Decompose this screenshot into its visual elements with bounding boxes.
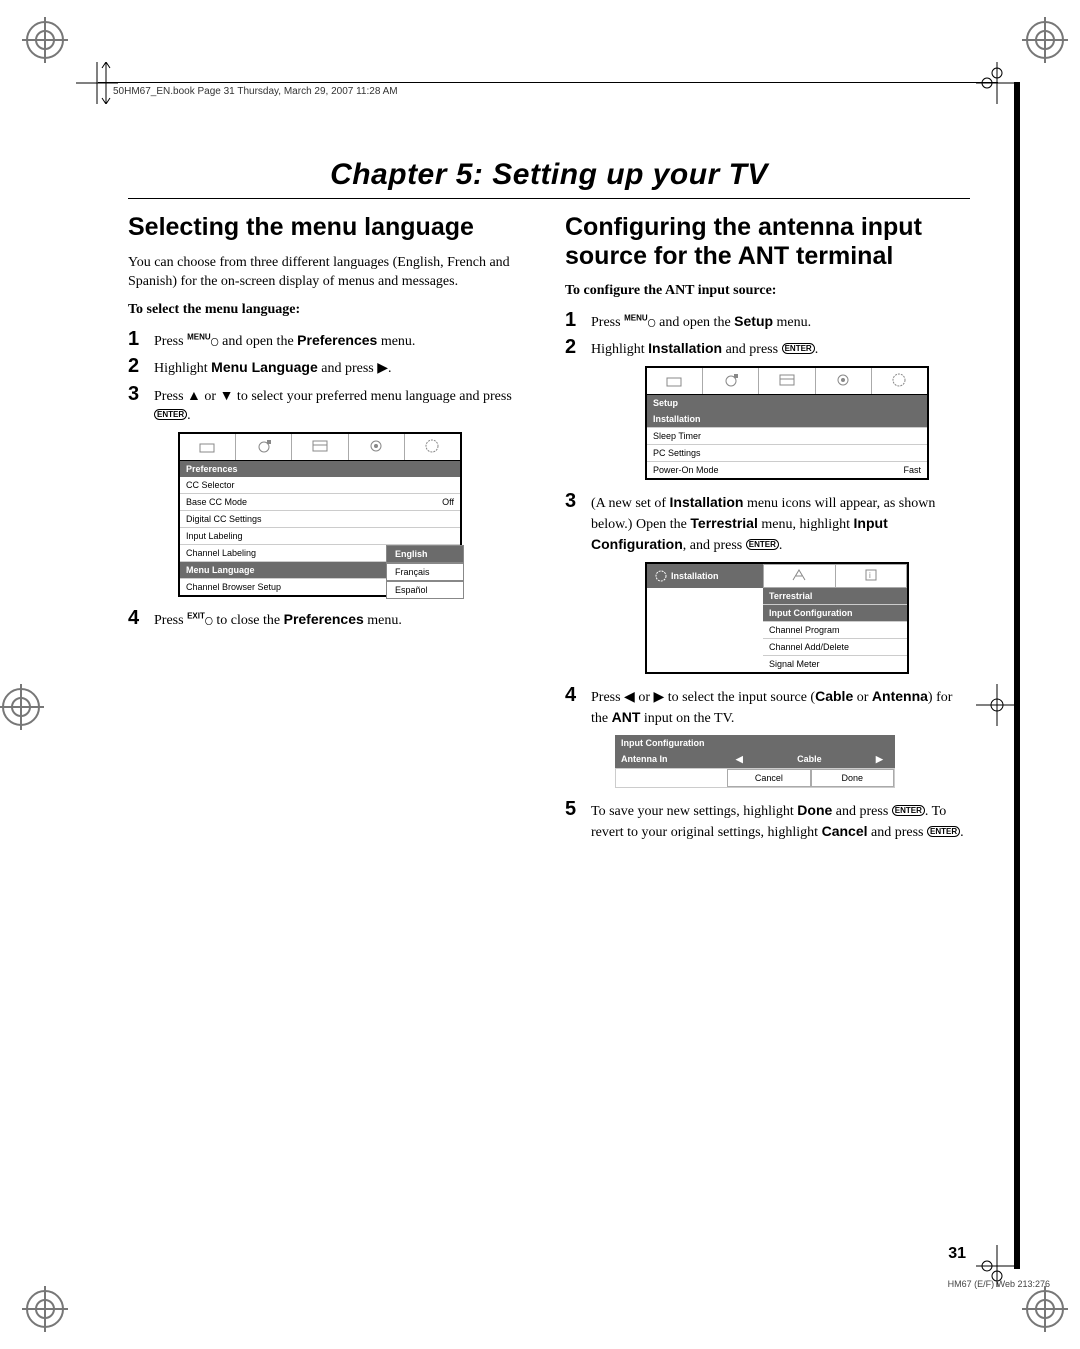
side-bar-right (1014, 82, 1020, 1269)
done-button: Done (811, 769, 894, 787)
osd-installation: Installation i TerrestrialInput Configur… (645, 562, 909, 674)
info-icon: i (863, 568, 879, 582)
osd-tabs (180, 434, 460, 461)
left-step-1: 1 Press MENU〇 and open the Preferences m… (128, 328, 533, 352)
osd-row: Sleep Timer (647, 428, 927, 445)
osd-row: Terrestrial (763, 588, 907, 605)
right-step-1: 1 Press MENU〇 and open the Setup menu. (565, 309, 970, 333)
osd-flyout-item: English (386, 545, 464, 563)
osd-tab-4 (349, 434, 405, 460)
registration-mark-ml (0, 684, 44, 730)
osd-tab-1 (180, 434, 236, 460)
footer-code: HM67 (E/F) Web 213:276 (948, 1279, 1050, 1289)
registration-mark-bl (22, 1286, 68, 1332)
registration-mark-tr (1022, 17, 1068, 63)
right-column: Configuring the antenna input source for… (565, 213, 970, 847)
osd-tab-5 (405, 434, 460, 460)
right-step-2: 2 Highlight Installation and press ENTER… (565, 336, 970, 360)
osd-row: Input Labeling (180, 528, 460, 545)
menu-key-label: MENU (187, 332, 211, 341)
registration-mark-tl (22, 17, 68, 63)
chapter-title: Chapter 5: Setting up your TV (128, 158, 970, 199)
osd-tab-2 (236, 434, 292, 460)
osd-tab-3 (292, 434, 348, 460)
osd-row: Channel Program (763, 622, 907, 639)
osd-row: Channel Add/Delete (763, 639, 907, 656)
osd-row: Base CC ModeOff (180, 494, 460, 511)
osd-input-config: Input Configuration Antenna In ◀ Cable ▶… (615, 735, 895, 788)
left-step-4: 4 Press EXIT〇 to close the Preferences m… (128, 607, 533, 631)
left-intro: You can choose from three different lang… (128, 254, 533, 292)
enter-key-icon: ENTER (154, 409, 187, 420)
crop-mark-tr (976, 62, 1018, 104)
osd-install-tab: Installation (647, 564, 763, 588)
antenna-icon (791, 568, 807, 582)
osd-flyout-item: Français (386, 563, 464, 581)
content-area: Chapter 5: Setting up your TV Selecting … (128, 158, 970, 847)
osd-row: Power-On ModeFast (647, 462, 927, 478)
right-subhead: To configure the ANT input source: (565, 283, 970, 299)
cancel-button: Cancel (727, 769, 810, 787)
enter-key-icon: ENTER (927, 826, 960, 837)
osd-flyout-item: Español (386, 581, 464, 599)
registration-mark-br (1022, 1286, 1068, 1332)
header-rule (98, 82, 998, 83)
page-header: 50HM67_EN.book Page 31 Thursday, March 2… (113, 86, 398, 97)
right-step-4: 4 Press ◀ or ▶ to select the input sourc… (565, 684, 970, 729)
enter-key-icon: ENTER (746, 539, 779, 550)
osd-setup: Setup InstallationSleep TimerPC Settings… (645, 366, 929, 480)
osd-row: CC Selector (180, 477, 460, 494)
left-section-title: Selecting the menu language (128, 213, 533, 242)
left-step-3: 3 Press ▲ or ▼ to select your preferred … (128, 383, 533, 426)
osd-row: Installation (647, 411, 927, 428)
page-number: 31 (948, 1245, 966, 1263)
osd-flyout: EnglishFrançaisEspañol (386, 545, 464, 599)
enter-key-icon: ENTER (892, 805, 925, 816)
osd-pref-title: Preferences (180, 461, 460, 477)
left-subhead: To select the menu language: (128, 302, 533, 318)
crop-mark-mr (976, 684, 1018, 726)
osd-row: Signal Meter (763, 656, 907, 672)
right-step-3: 3 (A new set of Installation menu icons … (565, 490, 970, 556)
crop-mark-tl (76, 62, 118, 104)
right-section-title: Configuring the antenna input source for… (565, 213, 970, 271)
exit-key-label: EXIT (187, 611, 205, 620)
osd-row: Digital CC Settings (180, 511, 460, 528)
left-step-2: 2 Highlight Menu Language and press ▶. (128, 355, 533, 379)
osd-preferences: Preferences CC SelectorBase CC ModeOffDi… (178, 432, 462, 597)
right-step-5: 5 To save your new settings, highlight D… (565, 798, 970, 843)
osd-row: PC Settings (647, 445, 927, 462)
gear-icon (655, 570, 667, 582)
svg-text:i: i (869, 571, 871, 580)
arrow-right-icon: ▶ (864, 751, 895, 768)
osd-setup-title: Setup (647, 395, 927, 411)
enter-key-icon: ENTER (782, 343, 815, 354)
arrow-left-icon: ◀ (724, 751, 755, 768)
left-column: Selecting the menu language You can choo… (128, 213, 533, 847)
osd-row: Input Configuration (763, 605, 907, 622)
